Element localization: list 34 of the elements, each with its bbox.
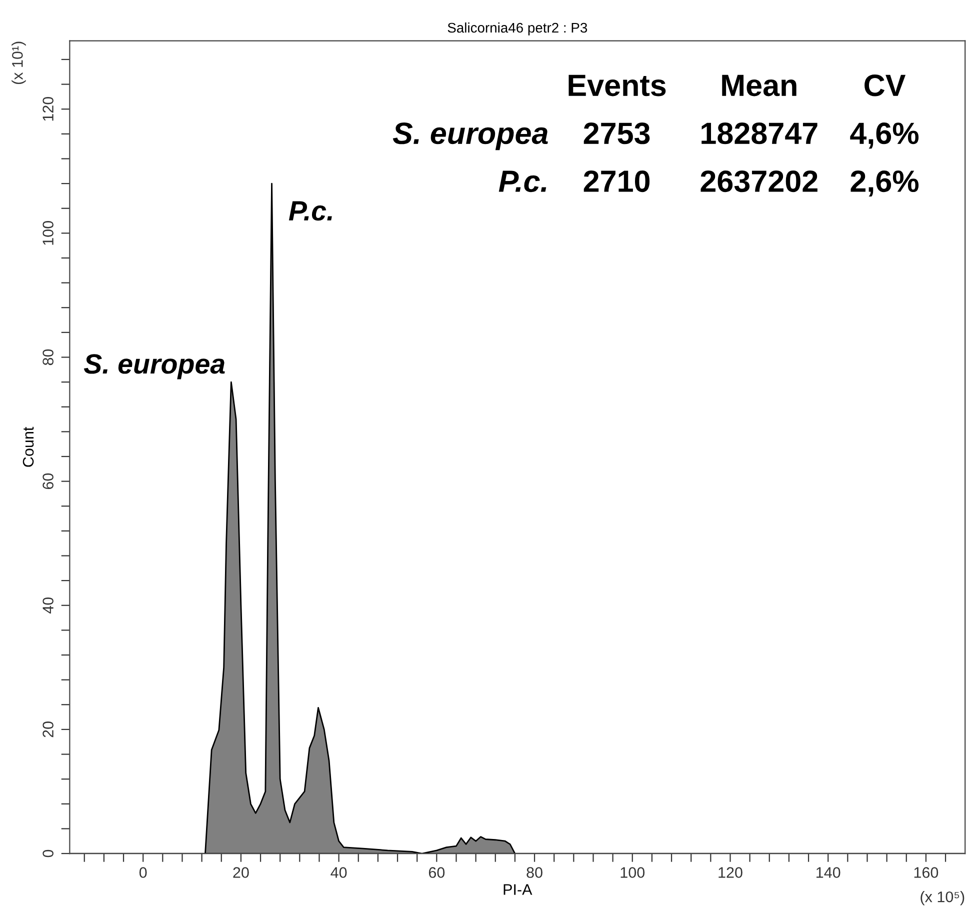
annotation: 2753 <box>584 122 650 144</box>
chart-title: Salicornia46 petr2 : P3 <box>448 22 588 36</box>
annotation: 4,6% <box>850 122 919 149</box>
y-tick-label: 40 <box>42 597 54 614</box>
x-tick-label: 120 <box>718 867 742 878</box>
annotation: Mean <box>722 74 796 96</box>
annotation: P.c. <box>288 201 332 221</box>
annotation: S. europea <box>392 122 548 150</box>
y-tick-label: 80 <box>42 349 54 366</box>
annotation: P.c. <box>498 170 546 192</box>
text: (x 10⁵) <box>920 891 964 906</box>
y-tick-label: 120 <box>42 96 54 121</box>
x-tick-label: 0 <box>139 867 147 878</box>
text: (x 10¹) <box>12 42 26 84</box>
annotation: CV <box>864 74 906 96</box>
x-tick-label: 100 <box>620 867 645 878</box>
annotation: 2,6% <box>850 170 919 197</box>
y-axis-title: Count <box>22 426 34 467</box>
x-tick-label: 60 <box>428 867 445 878</box>
y-tick-label: 0 <box>42 850 54 858</box>
x-tick-label: 20 <box>233 867 249 878</box>
x-tick-label: 80 <box>526 867 542 878</box>
annotation: Events <box>568 74 666 96</box>
x-tick-label: 40 <box>330 867 347 878</box>
annotation: S. europea <box>84 354 225 380</box>
y-tick-label: 60 <box>42 473 54 490</box>
y-tick-label: 100 <box>42 221 54 245</box>
annotation: 2637202 <box>700 170 818 192</box>
y-tick-label: 20 <box>42 722 54 738</box>
x-tick-label: 140 <box>816 867 840 878</box>
x-tick-label: 160 <box>914 867 938 878</box>
annotation: 1828747 <box>702 122 818 144</box>
annotation: 2710 <box>584 170 650 192</box>
x-axis-title: PI-A <box>504 884 532 895</box>
